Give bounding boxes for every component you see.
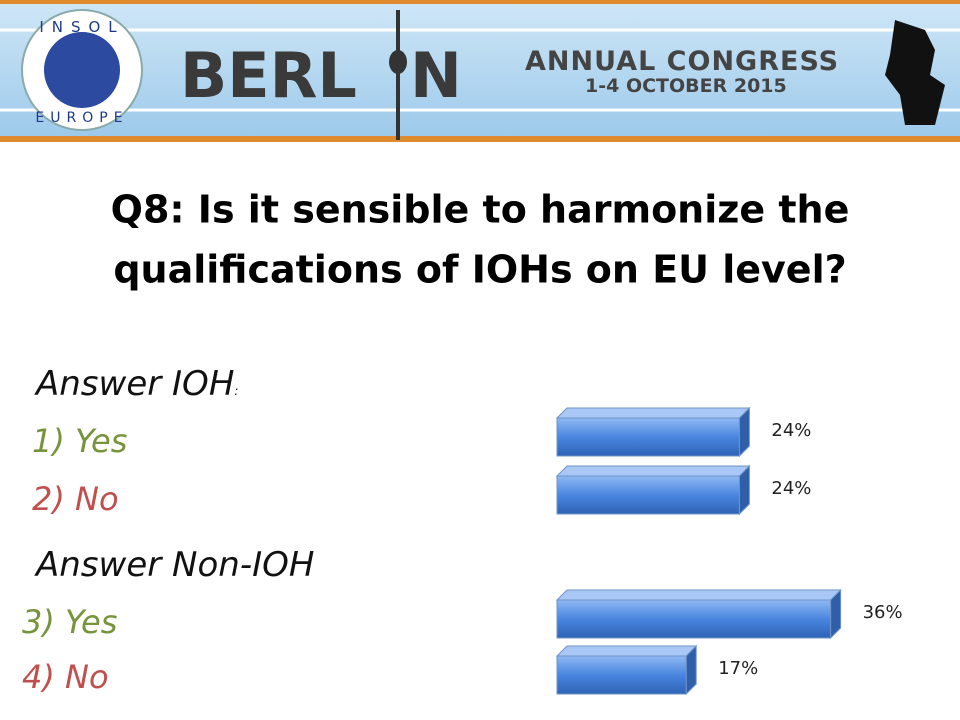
bar (555, 464, 751, 516)
bar (555, 644, 698, 696)
bar-face (556, 475, 740, 515)
value-label: 24% (771, 420, 811, 441)
bar-face (555, 465, 751, 477)
value-label: 36% (863, 602, 903, 623)
bar (555, 406, 751, 458)
answer-option: 1) Yes (32, 422, 127, 460)
heading-suffix: : (234, 384, 238, 398)
bar-face (556, 655, 687, 695)
city-right: N (410, 39, 462, 112)
bar-face (555, 645, 698, 657)
value-label: 17% (718, 658, 758, 679)
bar-face (556, 599, 832, 639)
city-left: BERL (180, 39, 357, 112)
answer-heading: Answer IOH: (34, 364, 238, 404)
bar (555, 588, 842, 640)
answer-option: 2) No (32, 480, 119, 518)
dates: 1-4 OCTOBER 2015 (585, 75, 787, 97)
event: ANNUAL CONGRESS (525, 46, 839, 77)
logo-bottom: EUROPE (35, 110, 128, 126)
question-line: qualifications of IOHs on EU level? (113, 248, 846, 292)
bar-face (555, 407, 751, 419)
value-label: 24% (771, 478, 811, 499)
answer-heading: Answer Non-IOH (34, 545, 314, 585)
answer-option: 3) Yes (22, 603, 117, 641)
heading-text: Answer IOH (34, 364, 234, 404)
answer-option: 4) No (22, 658, 109, 696)
bar-face (555, 589, 842, 601)
banner: INSOL EUROPE BERL N ANNUAL CONGRESS 1-4 … (0, 0, 960, 142)
logo-top: INSOL (39, 18, 124, 36)
question-line: Q8: Is it sensible to harmonize the (111, 188, 850, 232)
bar-face (556, 417, 740, 457)
